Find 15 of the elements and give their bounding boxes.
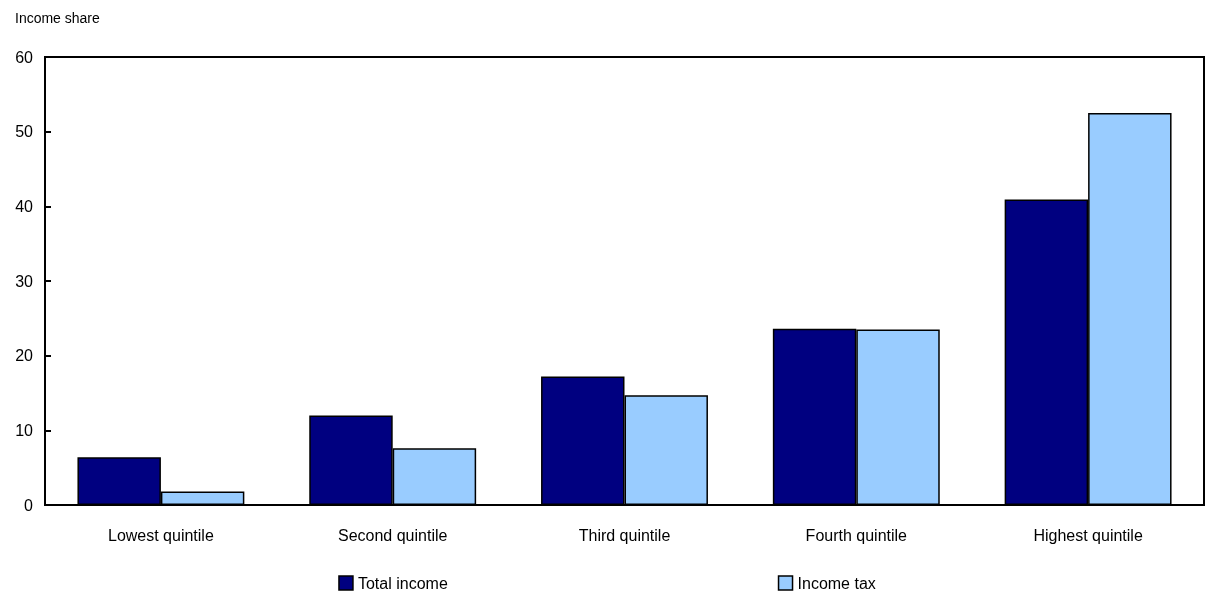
y-axis-title: Income share bbox=[15, 10, 101, 26]
x-tick-label: Second quintile bbox=[337, 526, 448, 544]
x-tick-label: Highest quintile bbox=[1033, 526, 1143, 544]
y-tick-label: 50 bbox=[15, 123, 34, 141]
x-tick-label: Third quintile bbox=[578, 526, 671, 544]
y-tick-label: 0 bbox=[24, 496, 34, 514]
y-tick-label: 20 bbox=[15, 347, 34, 365]
x-tick-label: Lowest quintile bbox=[107, 526, 214, 544]
y-tick-label: 40 bbox=[15, 197, 34, 215]
legend-label: Income tax bbox=[797, 574, 876, 592]
y-tick-label: 60 bbox=[15, 48, 34, 66]
y-tick-label: 10 bbox=[15, 421, 34, 439]
x-tick-label: Fourth quintile bbox=[805, 526, 908, 544]
y-tick-label: 30 bbox=[15, 272, 34, 290]
legend-label: Total income bbox=[357, 574, 448, 592]
